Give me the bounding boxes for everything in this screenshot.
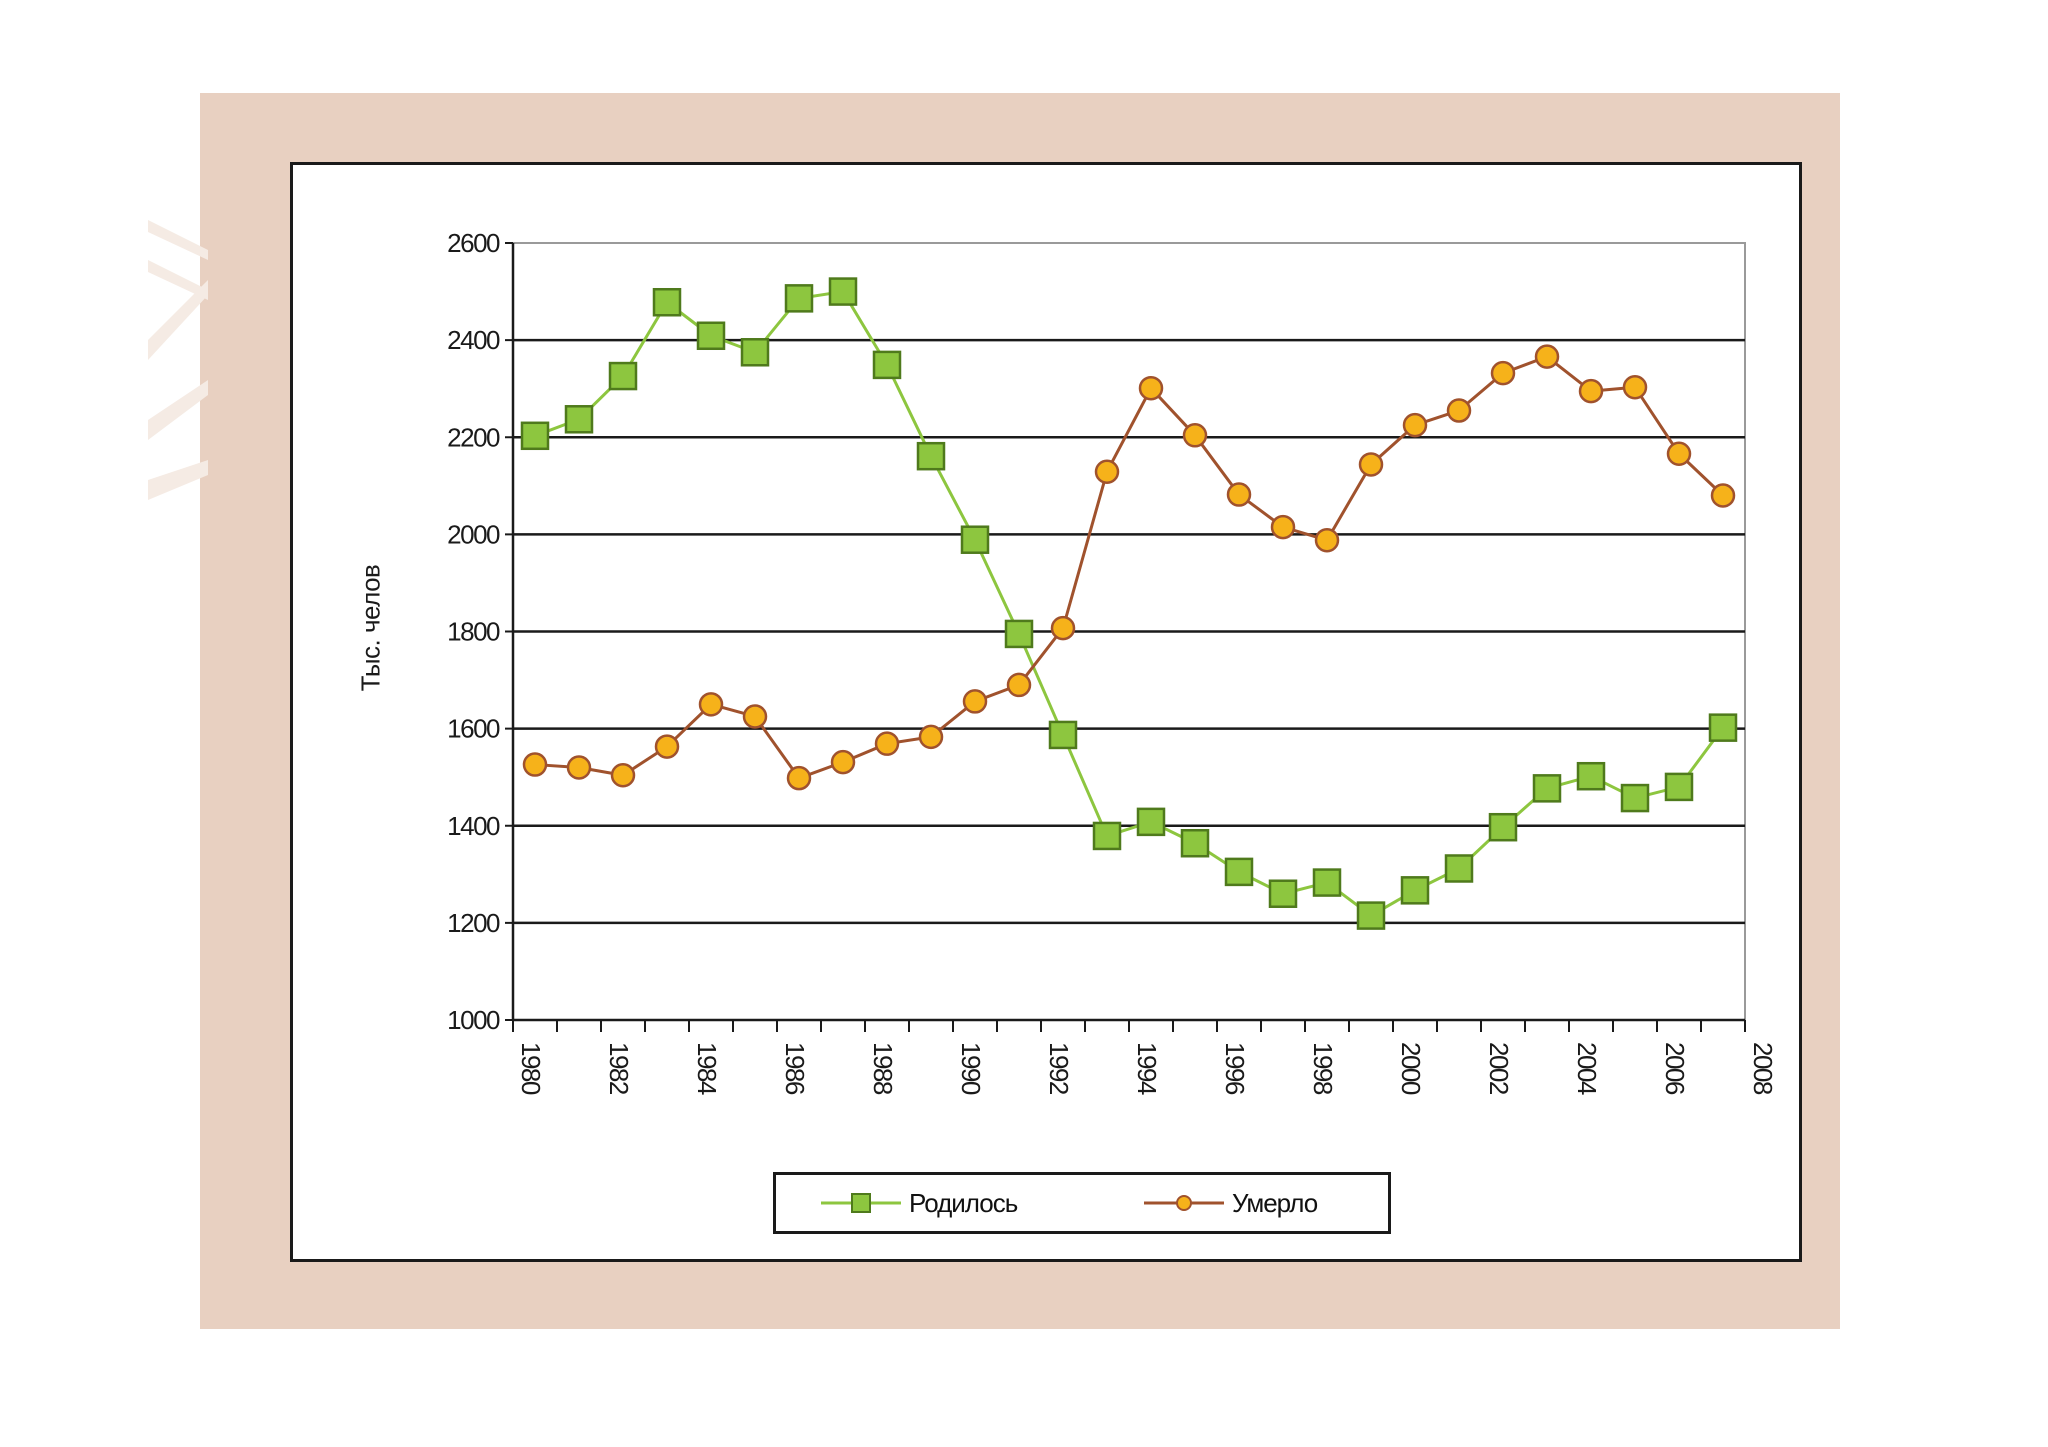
data-point-born <box>520 421 550 451</box>
data-point-born <box>696 321 726 351</box>
data-point-born <box>1708 713 1738 742</box>
data-point-born <box>1136 807 1166 837</box>
data-point-born <box>1488 812 1518 842</box>
data-point-born <box>784 284 814 313</box>
data-point-died <box>742 704 768 729</box>
data-point-died <box>1138 375 1164 401</box>
data-point-died <box>1446 398 1472 423</box>
y-tick-label: 1800 <box>447 617 500 647</box>
data-point-died <box>1182 423 1208 448</box>
data-point-died <box>1050 615 1076 641</box>
data-point-born <box>1444 854 1474 883</box>
data-point-died <box>1094 459 1120 484</box>
data-point-died <box>830 749 856 775</box>
x-tick-label: 1996 <box>1220 1042 1250 1095</box>
x-tick-label: 2008 <box>1748 1042 1778 1095</box>
data-point-died <box>1358 452 1384 477</box>
data-point-born <box>872 350 902 380</box>
data-point-born <box>828 277 858 306</box>
data-point-died <box>874 731 900 756</box>
data-point-died <box>1666 441 1692 467</box>
data-point-born <box>1224 857 1254 887</box>
data-point-died <box>566 755 592 780</box>
legend-marker-square-icon <box>821 1193 901 1213</box>
x-tick-label: 1994 <box>1132 1042 1162 1095</box>
data-point-died <box>610 762 636 788</box>
legend-label-died: Умерло <box>1232 1187 1318 1218</box>
x-tick-label: 2004 <box>1572 1042 1602 1095</box>
data-point-born <box>1664 772 1694 802</box>
data-point-born <box>916 441 946 471</box>
data-point-born <box>1312 868 1342 897</box>
data-point-born <box>608 361 638 391</box>
x-tick-label: 2000 <box>1396 1042 1426 1095</box>
data-point-died <box>1622 374 1648 400</box>
data-point-born <box>1576 761 1606 791</box>
x-tick-label: 1992 <box>1044 1042 1074 1095</box>
y-tick-label: 2600 <box>447 228 500 258</box>
x-tick-label: 1988 <box>868 1042 898 1095</box>
series-line-died <box>534 355 1725 780</box>
data-point-died <box>1534 344 1560 369</box>
series-line-born <box>534 290 1725 918</box>
data-point-died <box>786 765 812 791</box>
data-point-died <box>1006 672 1032 698</box>
data-point-born <box>740 338 770 367</box>
x-tick-label: 1982 <box>604 1042 634 1095</box>
x-tick-label: 1980 <box>516 1042 546 1095</box>
data-point-born <box>652 287 682 317</box>
y-tick-label: 2000 <box>447 519 500 549</box>
y-tick-label: 1000 <box>447 1005 500 1035</box>
y-tick-label: 2200 <box>447 422 500 452</box>
y-tick-label: 1600 <box>447 714 500 744</box>
x-tick-label: 1984 <box>692 1042 722 1095</box>
legend-label-born: Родилось <box>909 1187 1018 1218</box>
data-point-born <box>1048 720 1078 750</box>
data-point-died <box>1710 483 1736 508</box>
x-tick-label: 1990 <box>956 1042 986 1095</box>
data-point-born <box>1532 774 1562 803</box>
x-tick-label: 1998 <box>1308 1042 1338 1095</box>
data-point-died <box>1270 514 1296 540</box>
data-point-born <box>1268 879 1298 908</box>
data-point-born <box>1620 783 1650 813</box>
data-point-born <box>1400 876 1430 905</box>
y-tick-label: 2400 <box>447 325 500 355</box>
x-tick-label: 2006 <box>1660 1042 1690 1095</box>
y-axis-label: Тыс. челов <box>355 564 386 692</box>
data-point-died <box>522 752 548 777</box>
data-point-born <box>1356 901 1386 930</box>
data-point-died <box>698 692 724 717</box>
data-point-died <box>1314 527 1340 553</box>
data-point-born <box>1004 619 1034 649</box>
data-point-died <box>654 734 680 759</box>
data-point-born <box>960 525 990 554</box>
data-point-died <box>918 724 944 750</box>
data-point-born <box>1180 828 1210 858</box>
data-point-born <box>1092 821 1122 851</box>
data-point-died <box>1490 360 1516 386</box>
y-tick-label: 1400 <box>447 811 500 841</box>
data-point-died <box>1578 378 1604 404</box>
data-point-died <box>962 689 988 714</box>
x-tick-label: 1986 <box>780 1042 810 1095</box>
legend-item-died: Умерло <box>1144 1175 1318 1231</box>
legend: Родилось Умерло <box>773 1172 1391 1234</box>
legend-item-born: Родилось <box>821 1175 1018 1231</box>
data-point-died <box>1226 482 1252 507</box>
data-point-died <box>1402 412 1428 438</box>
x-tick-label: 2002 <box>1484 1042 1514 1095</box>
y-tick-label: 1200 <box>447 908 500 938</box>
data-point-born <box>564 405 594 434</box>
legend-marker-circle-icon <box>1144 1195 1224 1211</box>
decorative-stripes <box>148 220 208 500</box>
